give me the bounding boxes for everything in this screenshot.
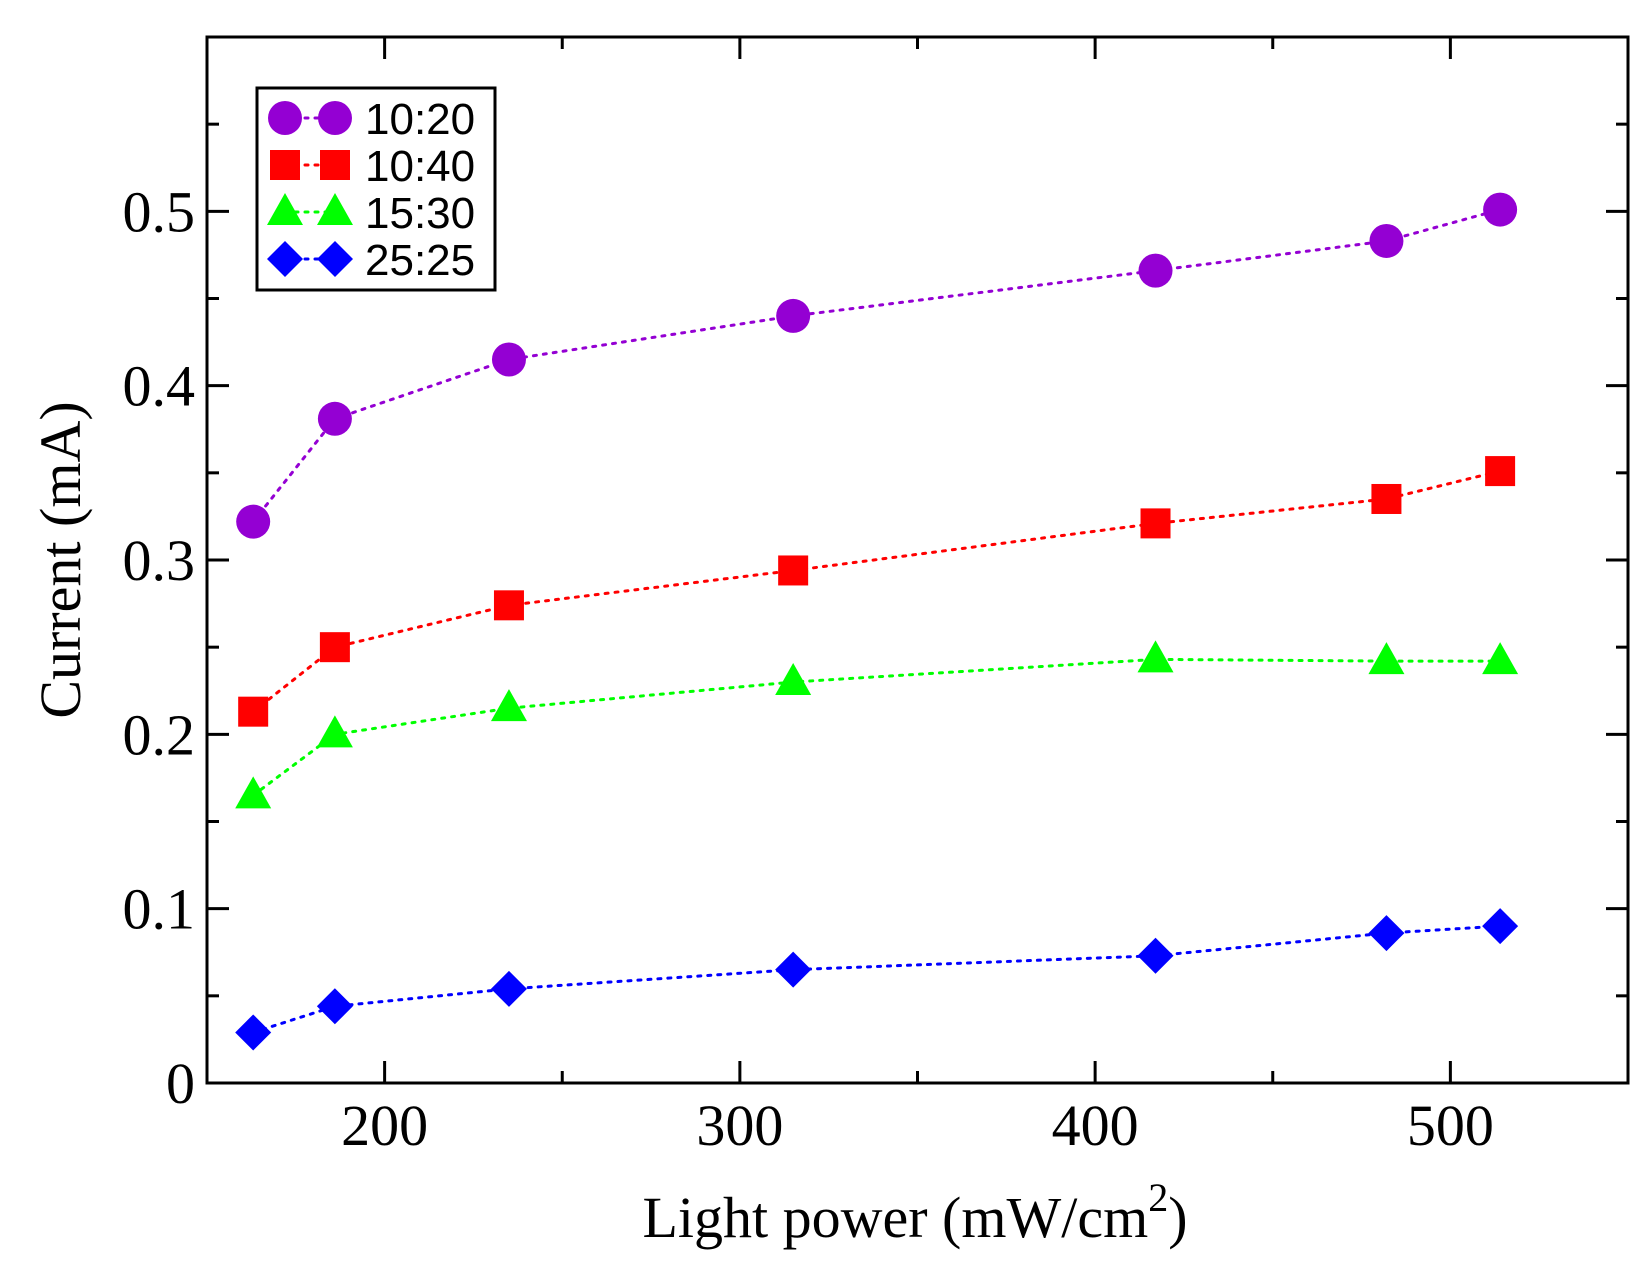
- data-point: [317, 401, 352, 436]
- x-axis-title: Light power (mW/cm2): [642, 1175, 1187, 1250]
- legend-marker: [270, 150, 300, 180]
- legend-marker: [267, 241, 303, 277]
- data-point: [1482, 908, 1519, 945]
- series-line: [251, 657, 1502, 797]
- data-point: [776, 298, 811, 333]
- series-10-40: [238, 456, 1516, 727]
- data-point: [1482, 642, 1519, 675]
- data-point: [1138, 253, 1173, 288]
- data-point: [493, 590, 524, 621]
- series-line: [251, 924, 1502, 1034]
- x-axis-title-main: Light power (mW/cm: [642, 1185, 1148, 1250]
- data-point: [1371, 483, 1402, 514]
- data-point: [235, 1014, 272, 1051]
- legend-marker: [267, 193, 303, 225]
- data-point: [1485, 456, 1516, 487]
- data-point: [490, 689, 527, 722]
- legend-label: 10:20: [365, 95, 475, 144]
- data-point: [238, 696, 269, 727]
- legend-label: 15:30: [365, 189, 475, 238]
- legend-marker: [268, 101, 302, 135]
- axes: 200 300 400 500 0 0.1 0.2 0.3 0.4 0.5: [123, 35, 1630, 1158]
- data-point: [1483, 192, 1518, 227]
- legend-item: 15:30: [267, 189, 475, 238]
- data-point: [1137, 937, 1174, 974]
- x-tick-label: 300: [696, 1093, 783, 1158]
- legend-marker: [317, 193, 353, 225]
- y-tick-label: 0.4: [123, 354, 196, 419]
- y-tick-label: 0: [166, 1051, 195, 1116]
- legend-item: 10:20: [268, 95, 475, 144]
- y-tick-label: 0.3: [123, 528, 196, 593]
- x-axis-title-tail: ): [1168, 1185, 1187, 1250]
- series-15-30: [235, 640, 1519, 809]
- x-tick-label: 500: [1407, 1093, 1494, 1158]
- data-point: [778, 555, 809, 586]
- data-point: [1368, 642, 1405, 675]
- x-tick-label: 400: [1052, 1093, 1139, 1158]
- data-point: [775, 951, 812, 988]
- data-point: [775, 663, 812, 696]
- legend-item: 25:25: [267, 236, 475, 285]
- legend-marker: [317, 241, 353, 277]
- data-point: [319, 632, 350, 663]
- y-axis-title: Current (mA): [28, 401, 93, 718]
- legend-label: 25:25: [365, 236, 475, 285]
- data-point: [316, 988, 353, 1025]
- data-point: [1368, 915, 1405, 952]
- x-axis-title-superscript: 2: [1148, 1175, 1168, 1220]
- legend-marker: [320, 150, 350, 180]
- legend-marker: [318, 101, 352, 135]
- data-point: [491, 342, 526, 377]
- data-point: [1137, 640, 1174, 673]
- data-point: [490, 970, 527, 1007]
- legend-label: 10:40: [365, 142, 475, 191]
- y-tick-label: 0.5: [123, 179, 196, 244]
- data-point: [235, 776, 272, 809]
- data-point: [1369, 223, 1404, 258]
- y-tick-label: 0.1: [123, 877, 196, 942]
- series-line: [251, 469, 1502, 714]
- x-tick-label: 200: [341, 1093, 428, 1158]
- data-point: [1140, 508, 1171, 539]
- y-tick-label: 0.2: [123, 702, 196, 767]
- plot-area: [235, 192, 1519, 1051]
- series-10-20: [236, 192, 1518, 539]
- data-point: [236, 504, 271, 539]
- data-point: [316, 715, 353, 748]
- legend-item: 10:40: [270, 142, 475, 191]
- series-25-25: [235, 908, 1519, 1051]
